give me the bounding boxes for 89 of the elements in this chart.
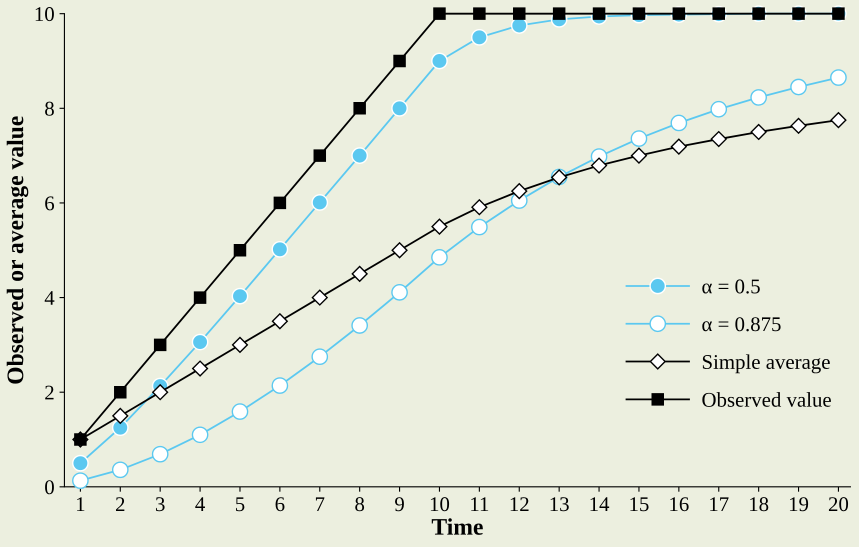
point (431, 52, 448, 70)
y-tick-label: 2 (45, 386, 54, 400)
x-tick-label: 4 (195, 497, 205, 512)
point (152, 446, 169, 463)
point (154, 338, 166, 352)
point (72, 472, 89, 490)
point (431, 249, 448, 266)
point (312, 290, 328, 306)
x-tick-label: 16 (670, 497, 689, 512)
x-tick-label: 3 (156, 497, 165, 512)
point (152, 384, 168, 400)
point (112, 419, 129, 436)
point (392, 242, 408, 258)
legend-label: α = 0.5 (702, 279, 760, 294)
point (830, 69, 847, 86)
point (232, 288, 248, 304)
point (630, 148, 648, 164)
point (272, 313, 288, 330)
y-tick-label: 10 (36, 7, 54, 22)
point (112, 408, 128, 424)
legend-label: Simple average (702, 354, 830, 374)
point (351, 317, 368, 334)
point (710, 131, 727, 148)
point (114, 386, 127, 398)
point (590, 158, 608, 174)
point (471, 29, 488, 46)
x-tick-label: 6 (276, 497, 284, 512)
point (194, 291, 206, 304)
point (433, 7, 446, 20)
point (272, 240, 288, 258)
point (471, 199, 488, 216)
point (352, 266, 368, 282)
point (192, 334, 208, 350)
point (511, 183, 528, 200)
x-tick-label: 9 (395, 497, 404, 512)
point (311, 194, 328, 211)
point (670, 138, 687, 155)
point (790, 118, 807, 134)
x-tick-label: 1 (77, 497, 84, 512)
y-tick-label: 6 (45, 196, 54, 210)
point (393, 54, 406, 68)
x-tick-label: 10 (430, 497, 450, 512)
x-tick-label: 5 (236, 497, 244, 512)
point (670, 114, 688, 132)
x-tick-label: 12 (510, 497, 529, 512)
point (232, 336, 248, 353)
x-tick-label: 15 (630, 497, 649, 512)
point (72, 454, 89, 472)
point (353, 102, 366, 115)
x-tick-label: 11 (471, 497, 488, 512)
point (750, 124, 767, 140)
point (274, 196, 286, 210)
x-tick-label: 19 (790, 497, 808, 512)
x-tick-label: 8 (355, 497, 364, 512)
legend-label: α = 0.875 (702, 317, 781, 332)
point (351, 147, 368, 164)
point (471, 218, 488, 236)
point (790, 78, 807, 96)
point (391, 100, 408, 117)
legend-label: Observed value (702, 392, 831, 407)
x-axis-title: Time (432, 518, 483, 535)
x-tick-label: 18 (750, 497, 768, 512)
point (710, 100, 728, 118)
point (311, 348, 328, 366)
point (473, 7, 486, 20)
point (830, 112, 846, 128)
x-tick-label: 20 (828, 497, 848, 512)
y-tick-label: 4 (44, 291, 54, 305)
point (513, 7, 526, 20)
y-tick-label: 8 (45, 102, 54, 116)
y-axis-title: Observed or average value (6, 116, 28, 384)
x-tick-label: 7 (316, 497, 324, 512)
point (192, 360, 208, 377)
point (630, 130, 648, 147)
point (234, 244, 246, 257)
point (192, 426, 208, 444)
point (272, 377, 288, 394)
point (391, 284, 408, 301)
x-tick-label: 17 (710, 497, 729, 512)
x-tick-label: 14 (590, 497, 610, 512)
point (314, 149, 326, 162)
point (232, 403, 248, 420)
x-tick-label: 2 (116, 497, 124, 512)
x-tick-label: 13 (550, 497, 569, 512)
y-tick-label: 0 (45, 480, 54, 494)
point (750, 89, 767, 106)
point (552, 7, 566, 20)
point (112, 461, 129, 478)
point (431, 218, 448, 235)
